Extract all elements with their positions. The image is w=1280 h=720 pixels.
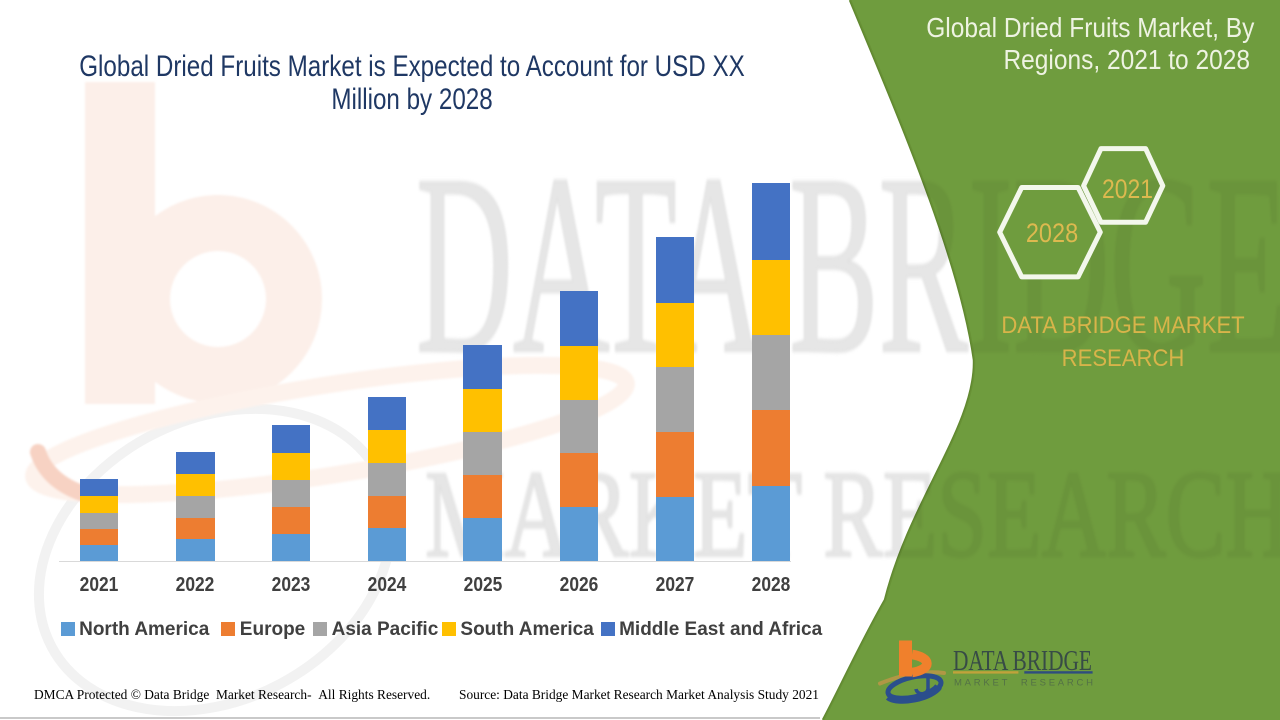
svg-text:2021: 2021 xyxy=(1102,174,1153,204)
svg-text:MARKET RESEARCH: MARKET RESEARCH xyxy=(954,678,1093,689)
svg-text:2028: 2028 xyxy=(1026,218,1078,248)
